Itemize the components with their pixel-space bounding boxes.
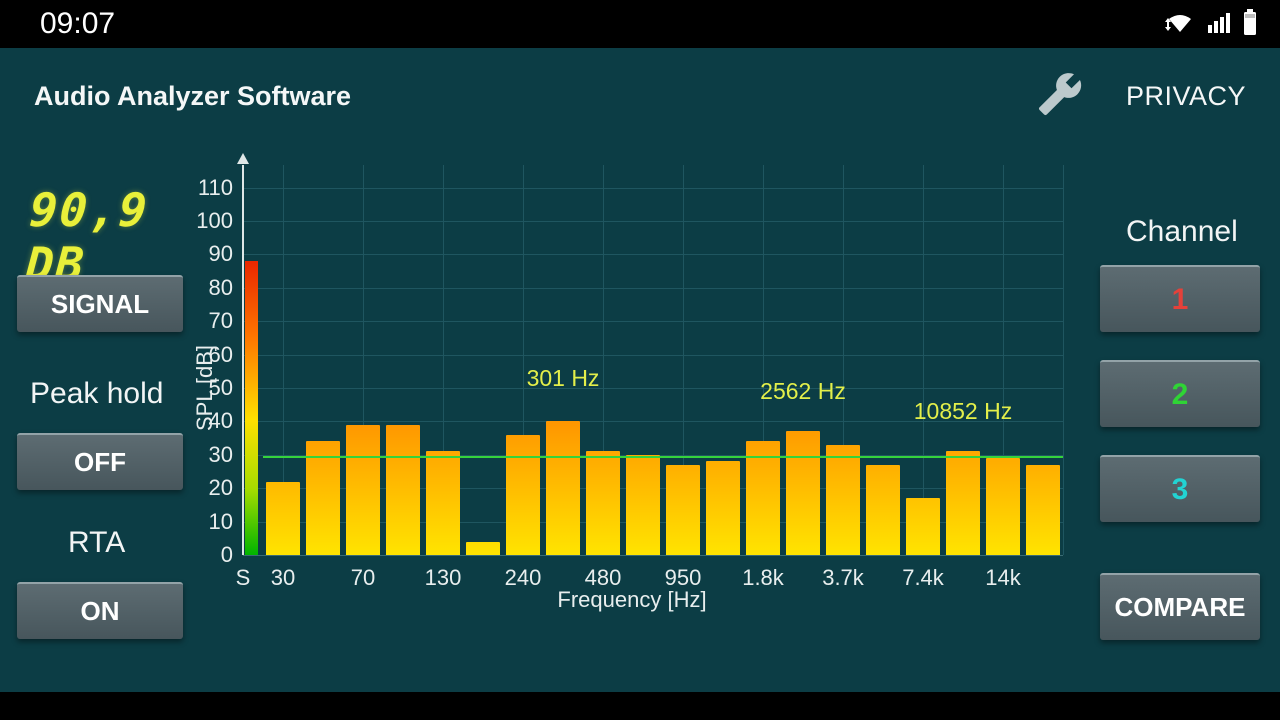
wifi-transfer-icon	[1162, 9, 1196, 40]
battery-icon	[1242, 8, 1258, 41]
spectrum-bar	[626, 454, 660, 555]
spectrum-bar	[466, 541, 500, 555]
spectrum-bar	[826, 444, 860, 555]
spectrum-bar	[426, 451, 460, 555]
spectrum-bar	[266, 481, 300, 555]
x-tick-label: S	[235, 565, 251, 590]
spectrum-bar	[746, 441, 780, 555]
spectrum-bar	[1026, 464, 1060, 555]
spectrum-chart: SPL [dB] Frequency [Hz] 0 10 20 30 40 50 60 70 8…	[0, 145, 1280, 692]
spectrum-bar	[986, 458, 1020, 555]
y-tick-label: 30	[208, 441, 233, 467]
settings-button[interactable]	[1028, 69, 1092, 125]
grid-line-h	[243, 254, 1063, 256]
grid-line-h	[243, 354, 1063, 356]
y-tick-label: 80	[208, 274, 233, 300]
x-tick-label: 240	[504, 565, 542, 590]
y-tick-label: 110	[197, 174, 233, 200]
grid-line-v	[443, 165, 444, 555]
grid-line-h	[243, 321, 1063, 323]
grid-line-v	[763, 165, 764, 555]
rta-toggle[interactable]: ON	[17, 582, 183, 639]
x-tick-label: 480	[584, 565, 622, 590]
grid-line-v	[1003, 165, 1004, 555]
x-axis-line	[243, 555, 1063, 556]
app-title: Audio Analyzer Software	[34, 81, 352, 111]
frequency-annotation: 10852 Hz	[913, 398, 1013, 425]
y-axis-line	[242, 165, 244, 555]
x-tick-label: 14k	[985, 565, 1021, 590]
clock: 09:07	[40, 7, 116, 40]
grid-line-v	[923, 165, 924, 555]
spectrum-bar	[546, 421, 580, 555]
frequency-annotation: 2562 Hz	[760, 378, 846, 405]
peak-hold-label: Peak hold	[30, 377, 164, 410]
navigation-bar	[0, 692, 1280, 720]
spectrum-bar	[386, 424, 420, 555]
y-tick-label: 100	[196, 208, 233, 233]
channel-label: Channel	[1126, 215, 1238, 248]
y-tick-label: 10	[208, 508, 233, 534]
spectrum-bar	[866, 464, 900, 555]
status-bar: 09:07	[0, 0, 1280, 48]
spectrum-bar	[786, 431, 820, 555]
grid-line-h	[243, 187, 1063, 189]
spectrum-bar	[586, 451, 620, 555]
x-tick-label: 950	[664, 565, 702, 590]
grid-line-h	[243, 221, 1063, 222]
spectrum-bar	[346, 424, 380, 555]
signal-button[interactable]: SIGNAL	[17, 275, 183, 332]
spectrum-bar	[306, 441, 340, 555]
y-tick-label: 0	[220, 542, 233, 567]
grid-line-v	[363, 165, 364, 555]
channel-2-button[interactable]: 2	[1100, 360, 1260, 427]
grid-line-v	[843, 165, 844, 555]
x-tick-label: 70	[350, 565, 376, 590]
rta-average-line	[263, 456, 1063, 459]
main-area: 90,9 DB SIGNAL Peak hold OFF RTA ON Chan…	[0, 145, 1280, 692]
channel-1-button[interactable]: 1	[1100, 265, 1260, 332]
grid-line-h	[243, 388, 1063, 389]
signal-level-bar	[245, 261, 258, 555]
y-tick-label: 60	[208, 341, 233, 367]
app-header: Audio Analyzer Software PRIVACY	[0, 48, 1280, 145]
spectrum-bar	[706, 461, 740, 555]
rta-label: RTA	[68, 526, 126, 559]
channel-3-button[interactable]: 3	[1100, 455, 1260, 522]
y-tick-label: 90	[208, 241, 233, 267]
grid-line-v	[1063, 165, 1064, 555]
grid-line-h	[243, 287, 1063, 289]
y-tick-label: 40	[208, 408, 233, 434]
x-tick-label: 7.4k	[902, 565, 944, 590]
x-axis-title: Frequency [Hz]	[557, 587, 707, 612]
x-tick-label: 130	[424, 565, 462, 590]
grid-line-v	[683, 165, 684, 555]
y-tick-label: 70	[208, 308, 233, 334]
grid-line-v	[523, 165, 524, 555]
status-icons	[1162, 8, 1266, 41]
peak-hold-toggle[interactable]: OFF	[17, 433, 183, 490]
wrench-icon	[1033, 71, 1087, 122]
spectrum-bar	[946, 451, 980, 555]
grid-line-v	[283, 165, 284, 555]
frequency-annotation: 301 Hz	[526, 364, 600, 391]
y-tick-label: 20	[208, 475, 233, 501]
cellular-signal-icon	[1206, 9, 1232, 40]
y-axis-arrow	[237, 153, 249, 164]
privacy-link[interactable]: PRIVACY	[1125, 81, 1246, 111]
compare-button[interactable]: COMPARE	[1100, 573, 1260, 640]
spectrum-bar	[906, 498, 940, 555]
x-tick-label: 30	[270, 565, 296, 590]
spectrum-bar	[666, 464, 700, 555]
spectrum-bar	[506, 434, 540, 555]
y-tick-label: 50	[208, 375, 233, 400]
x-tick-label: 1.8k	[742, 565, 784, 590]
x-tick-label: 3.7k	[822, 565, 864, 590]
grid-line-v	[603, 165, 604, 555]
grid-line-h	[243, 421, 1063, 423]
